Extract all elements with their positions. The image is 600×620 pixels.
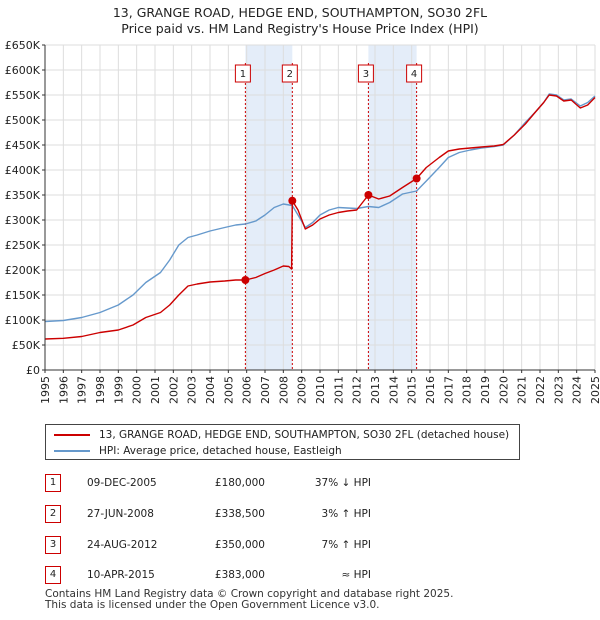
x-tick-label: 2015 (406, 376, 419, 404)
x-tick-label: 2016 (424, 376, 437, 404)
y-tick-label: £150K (5, 289, 41, 302)
sale-label-box-3 (357, 64, 374, 83)
x-tick-label: 2014 (387, 376, 400, 404)
x-tick-label: 2010 (314, 376, 327, 404)
x-tick-label: 1999 (112, 376, 125, 404)
x-tick-label: 2009 (296, 376, 309, 404)
x-tick-label: 2021 (516, 376, 529, 404)
transaction-number: 1 (45, 474, 61, 492)
y-tick-label: £350K (5, 189, 41, 202)
x-tick-label: 2002 (167, 376, 180, 404)
price-chart: 1 2 3 4 £0 £50K £100K £150K £200K £250K £300K £350K… (5, 39, 600, 404)
transaction-number: 2 (45, 505, 61, 523)
x-tick-label: 2012 (351, 376, 364, 404)
transaction-date: 10-APR-2015 (87, 569, 155, 581)
sale-label-4: 4 (411, 69, 417, 80)
y-tick-label: £400K (5, 164, 41, 177)
title-line-2: Price paid vs. HM Land Registry's House … (121, 21, 479, 36)
y-tick-label: £100K (5, 314, 41, 327)
y-tick-label: £500K (5, 114, 41, 127)
legend-label-hpi: HPI: Average price, detached house, East… (99, 445, 342, 457)
y-tick-label: £300K (5, 214, 41, 227)
x-tick-label: 2025 (589, 376, 600, 404)
x-tick-label: 2001 (149, 376, 162, 404)
legend-swatch-hpi (54, 450, 90, 452)
x-tick-label: 2000 (131, 376, 144, 404)
x-tick-label: 2003 (186, 376, 199, 404)
property-price-line (44, 94, 596, 340)
legend: 13, GRANGE ROAD, HEDGE END, SOUTHAMPTON,… (45, 424, 520, 460)
transaction-date: 27-JUN-2008 (87, 508, 154, 520)
y-tick-label: £50K (12, 339, 41, 352)
sale-label-2: 2 (287, 69, 293, 80)
x-tick-label: 1996 (57, 376, 70, 404)
title-line-1: 13, GRANGE ROAD, HEDGE END, SOUTHAMPTON,… (112, 5, 488, 20)
y-tick-label: £0 (26, 364, 40, 377)
x-tick-label: 2006 (241, 376, 254, 404)
transaction-price: £383,000 (214, 569, 265, 581)
sale-label-box-2 (281, 64, 298, 83)
x-tick-label: 2008 (277, 376, 290, 404)
transaction-hpi: ≈ HPI (341, 569, 371, 581)
x-tick-label: 2020 (497, 376, 510, 404)
x-tick-label: 2005 (222, 376, 235, 404)
legend-item-hpi: HPI: Average price, detached house, East… (54, 443, 342, 459)
x-tick-label: 2023 (552, 376, 565, 404)
y-tick-label: £600K (5, 64, 41, 77)
legend-item-property: 13, GRANGE ROAD, HEDGE END, SOUTHAMPTON,… (54, 427, 509, 443)
footer: Contains HM Land Registry data © Crown c… (45, 589, 453, 611)
transaction-date: 24-AUG-2012 (87, 539, 158, 551)
legend-swatch-property (54, 434, 90, 436)
transaction-number: 3 (45, 536, 61, 554)
sale-marker-2 (288, 196, 297, 205)
shaded-range-1 (245, 45, 293, 370)
x-tick-label: 2024 (571, 376, 584, 404)
x-tick-label: 1995 (39, 376, 52, 404)
x-tick-label: 2017 (442, 376, 455, 404)
x-tick-label: 2018 (461, 376, 474, 404)
y-tick-label: £550K (5, 89, 41, 102)
x-tick-label: 1998 (94, 376, 107, 404)
sale-marker-1 (241, 276, 250, 284)
chart-title: 13, GRANGE ROAD, HEDGE END, SOUTHAMPTON,… (0, 5, 600, 37)
y-tick-label: £250K (5, 239, 41, 252)
transaction-price: £180,000 (214, 477, 265, 489)
transaction-price: £338,500 (214, 508, 265, 520)
y-tick-label: £650K (5, 39, 41, 52)
sale-marker-4 (412, 174, 421, 183)
transaction-hpi: 7% ↑ HPI (321, 539, 371, 551)
sale-label-1: 1 (240, 69, 246, 80)
legend-label-property: 13, GRANGE ROAD, HEDGE END, SOUTHAMPTON,… (99, 429, 510, 441)
footer-line-1: Contains HM Land Registry data © Crown c… (45, 588, 454, 600)
sale-label-box-4 (406, 64, 423, 83)
sale-label-3: 3 (363, 69, 369, 80)
y-tick-label: £450K (5, 139, 41, 152)
x-tick-label: 2019 (479, 376, 492, 404)
x-tick-label: 2007 (259, 376, 272, 404)
transaction-hpi: 37% ↓ HPI (314, 477, 371, 489)
transaction-price: £350,000 (214, 539, 265, 551)
y-tick-label: £200K (5, 264, 41, 277)
x-tick-label: 2011 (332, 376, 345, 404)
transaction-date: 09-DEC-2005 (87, 477, 157, 489)
x-tick-label: 2004 (204, 376, 217, 404)
transaction-number: 4 (45, 566, 61, 584)
sale-marker-3 (364, 191, 373, 199)
sale-label-box-1 (234, 64, 251, 83)
x-tick-label: 2013 (369, 376, 382, 404)
x-tick-label: 1997 (76, 376, 89, 404)
transaction-hpi: 3% ↑ HPI (321, 508, 371, 520)
footer-line-2: This data is licensed under the Open Gov… (45, 599, 380, 611)
x-tick-label: 2022 (534, 376, 547, 404)
